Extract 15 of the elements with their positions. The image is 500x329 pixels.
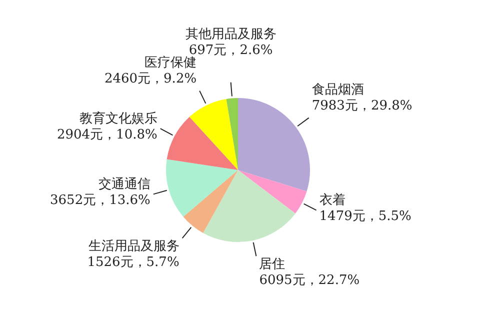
data-label: 1526元，5.7% (87, 255, 180, 270)
slice-label: 生活用品及服务 (88, 239, 180, 254)
slice-label: 食品烟酒 (312, 82, 364, 98)
slice-label: 衣着 (319, 192, 346, 208)
data-label: 3652元，13.6% (50, 193, 150, 208)
data-label: 2904元，10.8% (56, 127, 158, 142)
data-label: 1479元，5.5% (319, 209, 412, 224)
data-label: 2460元，9.2% (104, 72, 197, 87)
slice-label: 居住 (259, 256, 286, 272)
slice-label: 医疗保健 (144, 56, 197, 71)
slice-label: 交通通信 (98, 176, 150, 192)
data-label: 6095元，22.7% (259, 272, 360, 288)
slice-label: 教育文化娱乐 (79, 110, 158, 126)
slice-label: 其他用品及服务 (185, 27, 276, 42)
data-label: 7983元，29.8% (312, 98, 412, 114)
